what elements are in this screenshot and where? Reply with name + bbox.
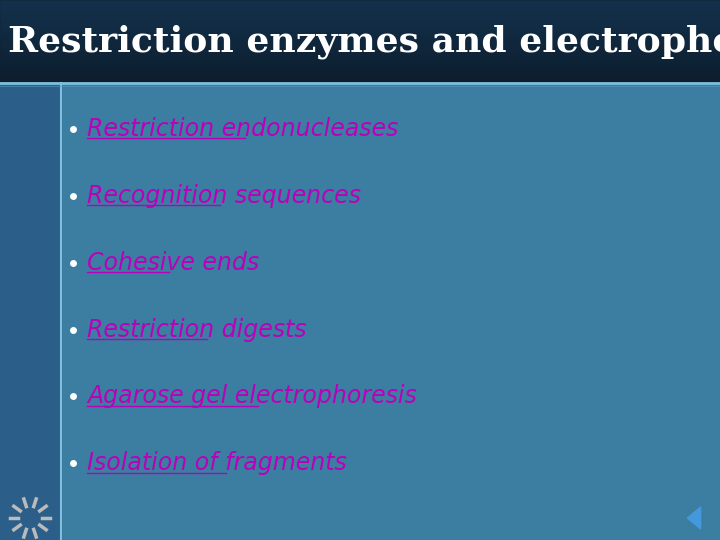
Bar	[0, 18, 720, 19]
Bar	[0, 21, 720, 22]
Bar	[0, 30, 720, 31]
Bar	[0, 44, 720, 45]
Bar	[0, 46, 720, 47]
Bar	[0, 12, 720, 13]
Bar	[0, 52, 720, 53]
Bar	[0, 59, 720, 60]
Bar	[0, 83, 61, 540]
Bar	[0, 50, 720, 51]
Bar	[0, 41, 720, 42]
Bar	[0, 14, 720, 15]
Bar	[0, 0, 720, 1]
Bar	[0, 34, 720, 35]
Bar	[0, 42, 720, 43]
Bar	[0, 16, 720, 17]
Bar	[0, 11, 720, 12]
Bar	[0, 8, 720, 9]
Bar	[0, 62, 720, 63]
Bar	[0, 25, 720, 26]
Bar	[0, 76, 720, 77]
Bar	[0, 72, 720, 73]
Bar	[0, 31, 720, 32]
Bar	[0, 55, 720, 56]
Bar	[0, 79, 720, 80]
Bar	[0, 29, 720, 30]
Text: Isolation of fragments: Isolation of fragments	[87, 451, 347, 475]
Bar	[0, 10, 720, 11]
Bar	[0, 45, 720, 46]
Bar	[0, 37, 720, 38]
Bar	[0, 4, 720, 5]
Bar	[0, 68, 720, 69]
Bar	[0, 73, 720, 74]
Bar	[0, 27, 720, 28]
Bar	[0, 78, 720, 79]
Bar	[0, 26, 720, 27]
Bar	[0, 40, 720, 41]
Text: Recognition sequences: Recognition sequences	[87, 184, 361, 208]
Bar	[0, 15, 720, 16]
Bar	[0, 43, 720, 44]
Text: Cohesive ends: Cohesive ends	[87, 251, 259, 275]
Bar	[0, 17, 720, 18]
Bar	[0, 64, 720, 65]
Bar	[0, 28, 720, 29]
Bar	[0, 51, 720, 52]
Bar	[0, 13, 720, 14]
Bar	[0, 33, 720, 34]
Bar	[0, 9, 720, 10]
Bar	[0, 75, 720, 76]
Bar	[0, 74, 720, 75]
Bar	[0, 69, 720, 70]
Bar	[0, 58, 720, 59]
Bar	[0, 3, 720, 4]
Bar	[0, 19, 720, 20]
Bar	[0, 49, 720, 50]
Bar	[0, 48, 720, 49]
Bar	[0, 7, 720, 8]
Bar	[0, 81, 720, 82]
Bar	[0, 56, 720, 57]
Bar	[0, 63, 720, 64]
Bar	[0, 53, 720, 54]
Bar	[0, 32, 720, 33]
Bar	[0, 47, 720, 48]
Bar	[0, 22, 720, 23]
Bar	[0, 38, 720, 39]
Bar	[0, 80, 720, 81]
Bar	[0, 35, 720, 36]
Bar	[0, 66, 720, 67]
Bar	[0, 6, 720, 7]
Bar	[0, 20, 720, 21]
Bar	[0, 57, 720, 58]
Bar	[0, 24, 720, 25]
Bar	[0, 77, 720, 78]
Bar	[0, 82, 720, 83]
Bar	[0, 60, 720, 61]
Bar	[0, 36, 720, 37]
Bar	[0, 0, 720, 83]
Bar	[0, 67, 720, 68]
Polygon shape	[688, 507, 701, 529]
Text: Agarose gel electrophoresis: Agarose gel electrophoresis	[87, 384, 417, 408]
Bar	[0, 39, 720, 40]
Bar	[0, 71, 720, 72]
Bar	[0, 65, 720, 66]
Text: Restriction digests: Restriction digests	[87, 318, 307, 342]
Bar	[0, 70, 720, 71]
Bar	[0, 1, 720, 2]
Text: Restriction enzymes and electrophoresis: Restriction enzymes and electrophoresis	[8, 24, 720, 59]
Bar	[0, 54, 720, 55]
Bar	[0, 5, 720, 6]
Bar	[0, 61, 720, 62]
Text: Restriction endonucleases: Restriction endonucleases	[87, 117, 398, 141]
Bar	[0, 23, 720, 24]
Bar	[0, 2, 720, 3]
